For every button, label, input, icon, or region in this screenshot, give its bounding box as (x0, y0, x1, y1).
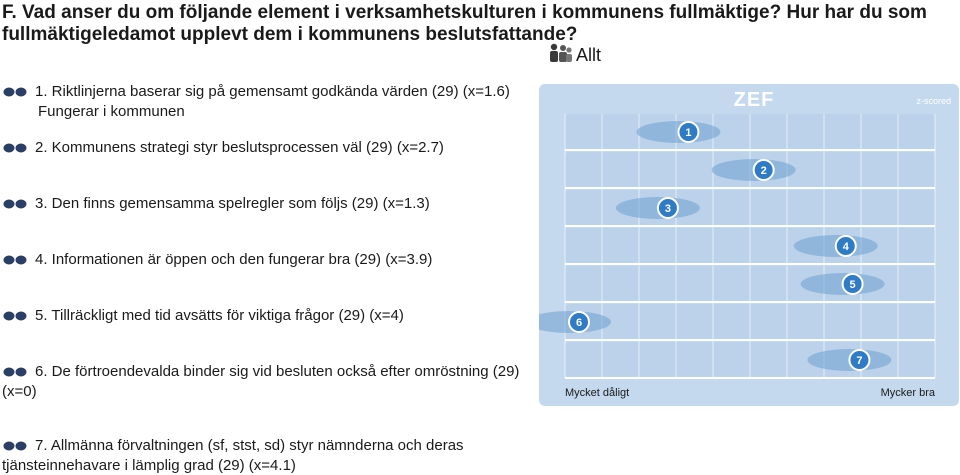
chart-point (656, 197, 679, 219)
chart-point (568, 311, 590, 333)
chart-point-label: 4 (843, 241, 850, 253)
bullet-icon (2, 307, 32, 326)
question-text: 5. Tillräckligt med tid avsätts för vikt… (35, 307, 404, 324)
chart-point (834, 235, 857, 257)
question-5: 5. Tillräckligt med tid avsätts för vikt… (2, 306, 532, 326)
people-icon (548, 43, 574, 68)
chart-point (841, 273, 864, 295)
chart-point (752, 159, 775, 181)
bullet-icon (2, 139, 32, 158)
chart-point (677, 121, 700, 143)
page-title: F. Vad anser du om följande element i ve… (2, 2, 927, 45)
question-text: 4. Informationen är öppen och den funger… (35, 251, 433, 268)
question-subtext: Fungerar i kommunen (38, 102, 185, 120)
filter-selector[interactable]: Allt (548, 43, 602, 68)
chart-brand: ZEF (734, 89, 775, 111)
chart-point-label: 3 (665, 203, 671, 215)
question-text: 6. De förtroendevalda binder sig vid bes… (2, 363, 520, 400)
question-6: 6. De förtroendevalda binder sig vid bes… (2, 362, 527, 401)
bullet-icon (2, 83, 32, 102)
chart-xlabel-right: Mycker bra (881, 387, 936, 399)
chart-point-label: 2 (761, 165, 767, 177)
chart-point (848, 349, 871, 371)
question-text: 1. Riktlinjerna baserar sig på gemensamt… (35, 83, 510, 100)
bullet-icon (2, 251, 32, 270)
question-7: 7. Allmänna förvaltningen (sf, stst, sd)… (2, 436, 532, 475)
bullet-icon (2, 437, 32, 456)
zef-chart: ZEF z-scored 1 2 3 4 5 6 7 Mycket dåligt Mycker br… (539, 84, 959, 406)
chart-xlabel-left: Mycket dåligt (565, 387, 629, 399)
question-1: 1. Riktlinjerna baserar sig på gemensamt… (2, 82, 542, 121)
chart-scale-label: z-scored (916, 96, 951, 106)
question-2: 2. Kommunens strategi styr beslutsproces… (2, 138, 532, 158)
question-4: 4. Informationen är öppen och den funger… (2, 250, 532, 270)
chart-point-label: 5 (850, 279, 856, 291)
question-3: 3. Den finns gemensamma spelregler som f… (2, 194, 532, 214)
chart-point-label: 6 (576, 317, 582, 329)
chart-point-label: 7 (856, 355, 862, 367)
question-text: 3. Den finns gemensamma spelregler som f… (35, 195, 430, 212)
question-text: 2. Kommunens strategi styr beslutsproces… (35, 139, 444, 156)
bullet-icon (2, 195, 32, 214)
question-text: 7. Allmänna förvaltningen (sf, stst, sd)… (2, 437, 464, 474)
chart-point-label: 1 (685, 127, 691, 139)
bullet-icon (2, 363, 32, 382)
filter-label: Allt (576, 44, 602, 65)
